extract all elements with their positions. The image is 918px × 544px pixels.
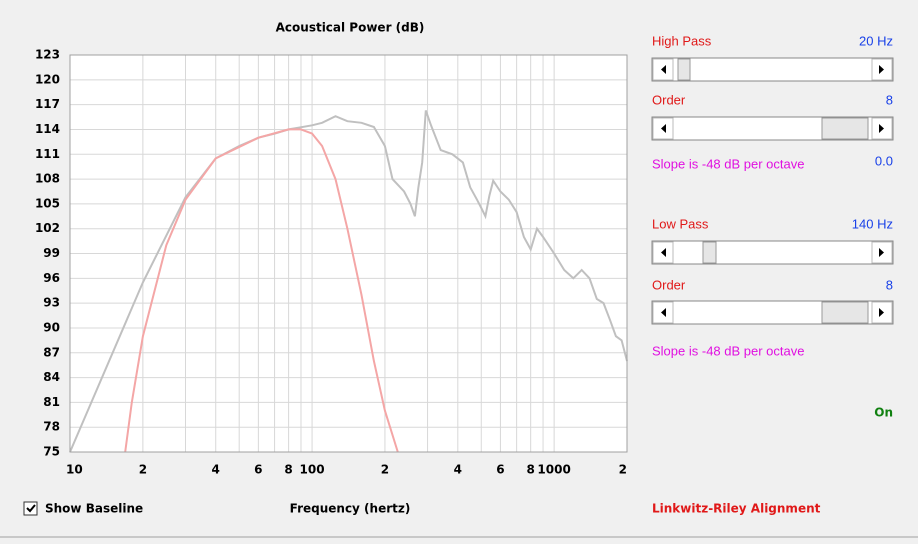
low-pass-label: Low Pass <box>652 216 709 231</box>
x-tick-label: 2 <box>381 463 389 477</box>
checkbox[interactable] <box>23 501 38 516</box>
right-arrow <box>879 124 884 133</box>
scroll-thumb[interactable] <box>677 58 691 81</box>
curve <box>69 110 628 453</box>
y-tick-label: 87 <box>43 345 60 359</box>
scroll-track[interactable] <box>651 240 894 265</box>
chart-title: Acoustical Power (dB) <box>276 21 425 35</box>
left-arrow <box>661 308 666 317</box>
show-baseline-label[interactable]: Show Baseline <box>45 502 143 516</box>
x-tick-label: 4 <box>212 463 220 477</box>
y-tick-label: 108 <box>35 172 60 186</box>
x-axis-label: Frequency (hertz) <box>290 502 411 516</box>
y-tick-label: 114 <box>35 122 60 136</box>
right-arrow <box>879 248 884 257</box>
scroll-thumb[interactable] <box>702 241 717 264</box>
scrollbar[interactable] <box>651 116 894 141</box>
scrollbar[interactable] <box>651 240 894 265</box>
scroll-thumb[interactable] <box>821 301 869 324</box>
y-tick-label: 99 <box>43 246 60 260</box>
y-tick-label: 117 <box>35 97 60 111</box>
lp-order-label: Order <box>652 277 686 292</box>
x-tick-label: 6 <box>254 463 262 477</box>
high-pass-label: High Pass <box>652 33 712 48</box>
y-tick-label: 120 <box>35 72 60 86</box>
left-arrow <box>661 124 666 133</box>
y-tick-label: 96 <box>43 271 60 285</box>
hp-order-value: 8 <box>886 92 893 107</box>
y-tick-label: 75 <box>43 445 60 459</box>
y-tick-label: 78 <box>43 420 60 434</box>
scrollbar[interactable] <box>651 57 894 82</box>
scroll-thumb[interactable] <box>821 117 869 140</box>
x-tick-label: 2 <box>619 463 627 477</box>
x-tick-label: 8 <box>284 463 292 477</box>
status: On <box>874 406 893 420</box>
x-tick-label: 8 <box>526 463 534 477</box>
low-pass-value: 140 Hz <box>852 216 893 231</box>
scroll-track[interactable] <box>651 57 894 82</box>
x-tick-label: 10 <box>66 463 83 477</box>
left-arrow <box>661 65 666 74</box>
x-tick-label: 6 <box>496 463 504 477</box>
right-arrow <box>879 65 884 74</box>
y-tick-label: 81 <box>43 395 60 409</box>
x-tick-label: 100 <box>300 463 325 477</box>
hp-readout: 0.0 <box>875 153 893 168</box>
y-tick-label: 105 <box>35 196 60 210</box>
y-tick-label: 84 <box>43 370 60 384</box>
right-arrow <box>879 308 884 317</box>
scrollbar[interactable] <box>651 300 894 325</box>
y-tick-label: 123 <box>35 48 60 62</box>
high-pass-value: 20 Hz <box>859 33 893 48</box>
curve <box>124 128 399 453</box>
x-tick-label: 4 <box>454 463 462 477</box>
hp-order-label: Order <box>652 92 686 107</box>
y-tick-label: 102 <box>35 221 60 235</box>
y-tick-label: 93 <box>43 296 60 310</box>
check-mark <box>26 504 36 513</box>
left-arrow <box>661 248 666 257</box>
x-tick-label: 2 <box>139 463 147 477</box>
y-tick-label: 111 <box>35 147 60 161</box>
alignment-label: Linkwitz-Riley Alignment <box>652 502 821 516</box>
hp-slope: Slope is -48 dB per octave <box>652 156 804 171</box>
lp-order-value: 8 <box>886 277 893 292</box>
lp-slope: Slope is -48 dB per octave <box>652 343 804 358</box>
y-tick-label: 90 <box>43 320 60 334</box>
x-tick-label: 1000 <box>537 463 570 477</box>
plot-border <box>69 54 628 453</box>
